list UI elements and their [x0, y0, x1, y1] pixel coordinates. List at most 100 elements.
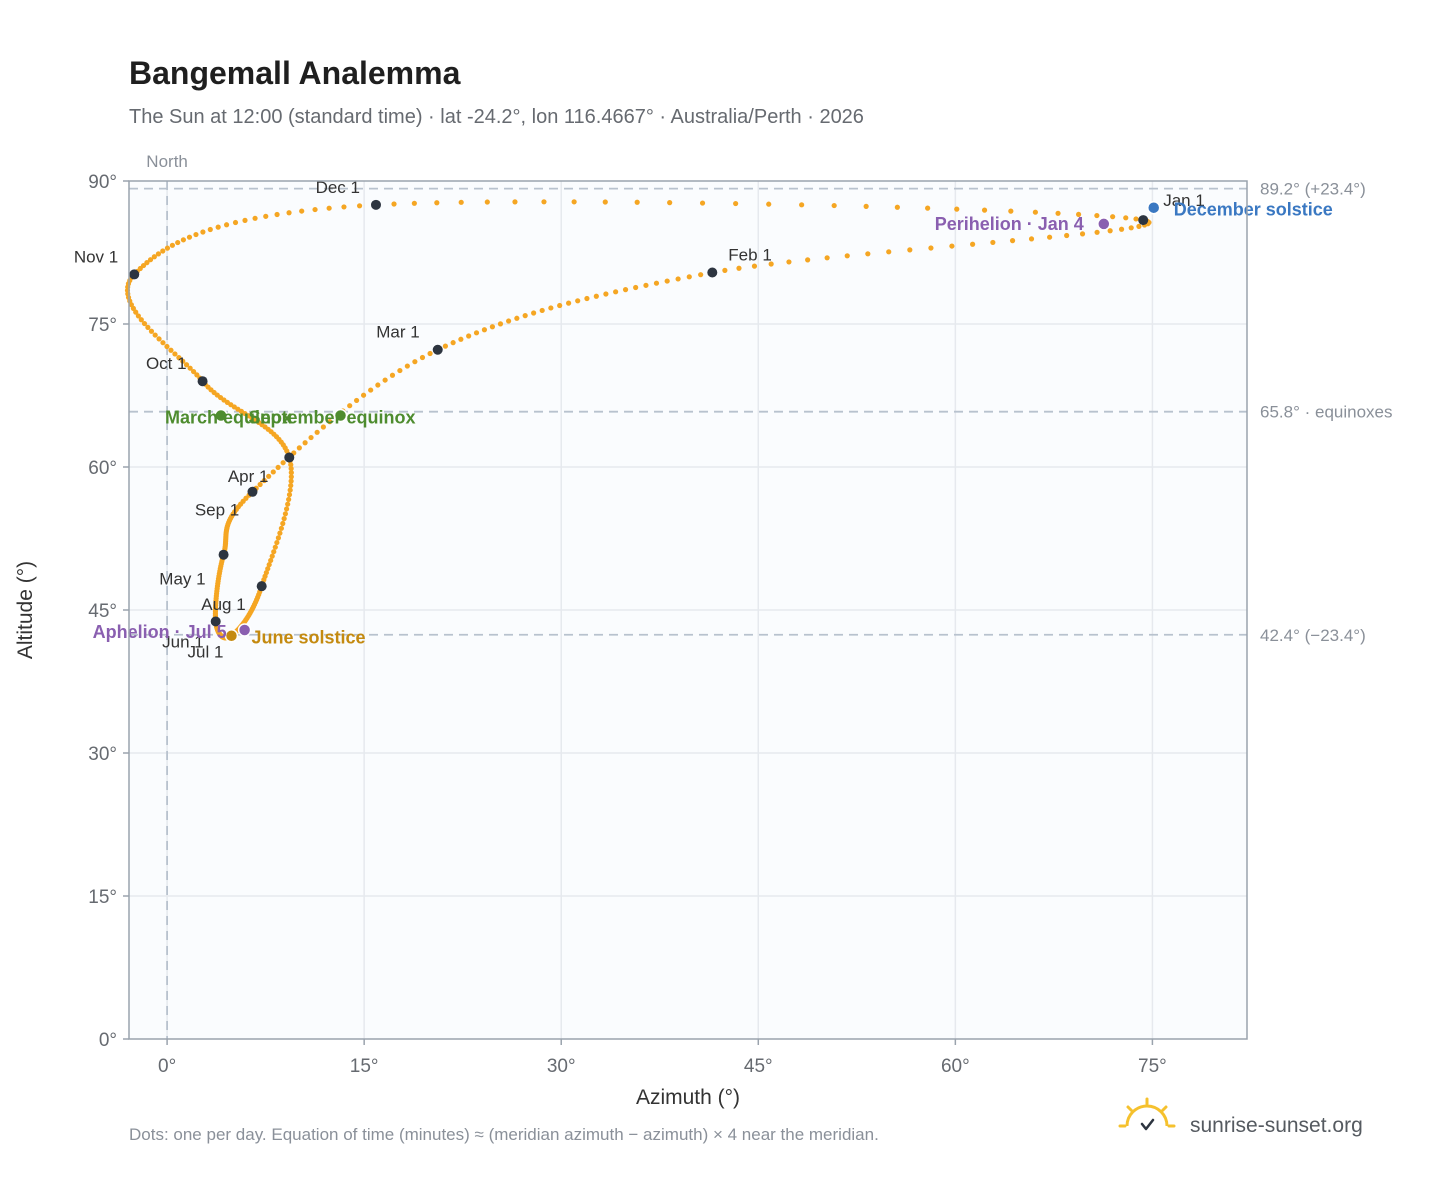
- daily-position-dot: [466, 333, 472, 339]
- y-tick-label: 75°: [88, 315, 117, 336]
- daily-position-dot: [643, 282, 649, 288]
- daily-position-dot: [341, 204, 347, 210]
- daily-position-dot: [200, 229, 206, 235]
- daily-position-dot: [288, 482, 294, 489]
- daily-position-dot: [193, 231, 199, 238]
- y-tick-label: 30°: [88, 744, 117, 765]
- daily-position-dot: [180, 237, 186, 243]
- daily-position-dot: [667, 200, 673, 206]
- daily-position-dot: [990, 239, 996, 246]
- daily-position-dot: [1107, 228, 1113, 234]
- daily-position-dot: [886, 249, 892, 255]
- daily-position-dot: [389, 372, 396, 378]
- daily-position-dot: [653, 280, 660, 286]
- daily-position-dot: [548, 305, 554, 311]
- daily-position-dot: [786, 259, 792, 265]
- event-label: March equinox: [165, 408, 292, 428]
- x-tick-label: 45°: [744, 1056, 773, 1077]
- event-label: September equinox: [249, 408, 416, 428]
- daily-position-dot: [269, 553, 275, 559]
- daily-position-dot: [613, 289, 619, 295]
- month-marker-label: Sep 1: [195, 500, 239, 519]
- daily-position-dot: [207, 226, 213, 233]
- daily-position-dot: [698, 272, 704, 278]
- daily-position-dot: [1064, 232, 1070, 239]
- daily-position-dot: [302, 440, 308, 446]
- reference-line-label: 65.8° · equinoxes: [1260, 403, 1393, 422]
- month-marker-label: Nov 1: [74, 247, 118, 266]
- y-tick-label: 45°: [88, 601, 117, 622]
- daily-position-dot: [145, 324, 151, 330]
- daily-position-dot: [288, 474, 294, 480]
- daily-position-dot: [751, 263, 758, 269]
- daily-position-dot: [736, 265, 742, 271]
- daily-position-dot: [356, 203, 363, 209]
- daily-position-dot: [541, 199, 547, 205]
- daily-position-dot: [531, 310, 537, 316]
- daily-position-dot: [427, 350, 433, 357]
- daily-position-dot: [282, 511, 289, 517]
- daily-position-dot: [288, 465, 294, 472]
- daily-position-dot: [1123, 215, 1129, 221]
- daily-position-dot: [140, 262, 147, 269]
- daily-position-dot: [824, 255, 830, 261]
- daily-position-dot: [799, 202, 805, 208]
- daily-position-dot: [274, 539, 280, 546]
- daily-position-dot: [133, 309, 139, 315]
- daily-position-dot: [925, 205, 931, 211]
- daily-position-dot: [168, 347, 174, 353]
- reference-lines: 89.2° (+23.4°) 65.8° · equinoxes 42.4° (−2…: [129, 180, 1393, 645]
- daily-position-dot: [949, 243, 955, 249]
- daily-position-dot: [382, 377, 388, 383]
- daily-position-dot: [397, 367, 403, 374]
- month-marker-label: Jul 1: [188, 643, 224, 662]
- daily-position-dot: [148, 328, 155, 334]
- daily-position-dot: [1094, 229, 1100, 235]
- daily-position-dot: [419, 354, 426, 361]
- x-tick-label: 30°: [547, 1056, 576, 1077]
- daily-position-dot: [368, 387, 374, 393]
- daily-position-dot: [805, 257, 811, 263]
- month-marker-label: Apr 1: [228, 467, 269, 486]
- daily-position-dot: [489, 324, 496, 330]
- daily-position-dot: [506, 318, 512, 324]
- daily-position-dot: [360, 392, 367, 398]
- daily-position-dot: [1032, 209, 1038, 215]
- event-label: December solstice: [1174, 200, 1333, 220]
- x-tick-label: 75°: [1138, 1056, 1167, 1077]
- daily-position-dot: [928, 245, 934, 251]
- daily-position-dot: [1008, 208, 1014, 214]
- daily-position-dot: [353, 397, 360, 404]
- month-marker-label: Aug 1: [201, 595, 245, 614]
- daily-position-dot: [288, 478, 294, 484]
- daily-position-dot: [954, 206, 960, 212]
- chart-title: Bangemall Analemma: [129, 55, 461, 91]
- daily-position-dot: [180, 358, 186, 364]
- daily-position-dot: [593, 293, 599, 299]
- daily-position-dot: [450, 340, 456, 346]
- daily-position-dot: [186, 234, 193, 240]
- daily-position-dot: [252, 215, 258, 221]
- month-marker: [197, 376, 208, 387]
- month-marker: [210, 616, 221, 627]
- daily-position-dot: [831, 202, 837, 209]
- month-marker: [256, 581, 267, 592]
- daily-position-dot: [183, 362, 190, 368]
- daily-position-dot: [634, 199, 640, 205]
- daily-position-dot: [458, 336, 464, 342]
- daily-position-dot: [265, 566, 271, 572]
- daily-position-dot: [175, 239, 181, 246]
- month-marker-label: Dec 1: [316, 178, 360, 197]
- daily-position-dot: [522, 313, 528, 319]
- month-marker: [370, 199, 381, 210]
- daily-position-dot: [675, 276, 681, 282]
- month-marker-label: Oct 1: [146, 354, 187, 373]
- daily-position-dot: [274, 211, 280, 218]
- daily-position-dot: [434, 200, 440, 206]
- daily-position-dot: [272, 544, 278, 550]
- x-axis-label: Azimuth (°): [636, 1086, 740, 1109]
- daily-position-dot: [411, 200, 417, 206]
- daily-position-dot: [571, 199, 577, 205]
- month-marker: [284, 452, 295, 463]
- event-marker: [214, 408, 228, 423]
